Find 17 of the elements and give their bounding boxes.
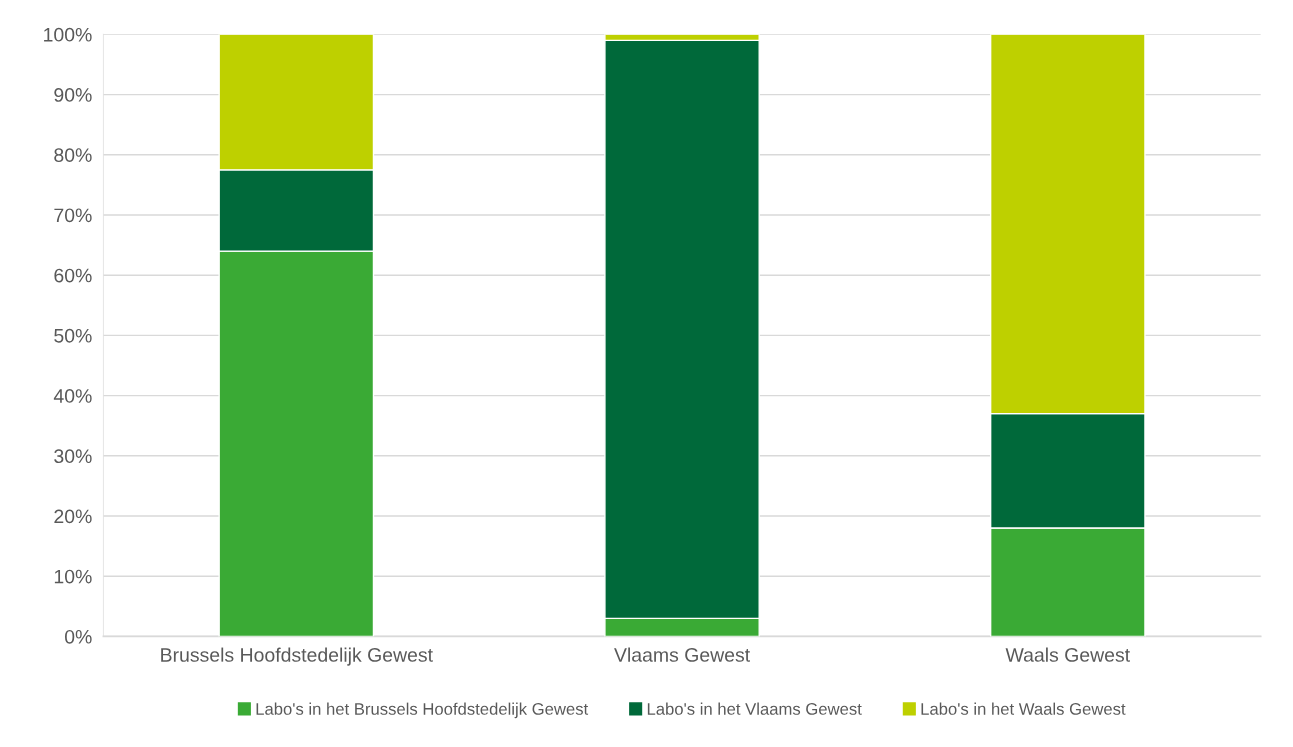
y-tick-label: 40%	[53, 389, 92, 403]
y-tick-label: 10%	[54, 569, 92, 584]
legend-label: Labo's in het Waals Gewest	[921, 702, 1126, 715]
y-tick-label: 70%	[54, 208, 92, 223]
y-tick-label: 80%	[54, 148, 92, 163]
y-tick-label: 30%	[54, 449, 92, 464]
legend-label: Labo's in het Vlaams Gewest	[647, 702, 862, 715]
x-tick-label: Vlaams Gewest	[614, 647, 750, 662]
y-tick-label: 100%	[44, 27, 92, 42]
y-tick-label: 20%	[54, 509, 92, 524]
legend-label: Labo's in het Brussels Hoofdstedelijk Gewest	[256, 702, 589, 719]
y-tick-label: 50%	[54, 328, 92, 343]
x-tick-label: Waals Gewest	[1005, 647, 1130, 662]
y-tick-label: 90%	[54, 88, 92, 102]
y-tick-label: 0%	[64, 629, 92, 644]
x-tick-label: Brussels Hoofdstedelijk Gewest	[161, 647, 433, 666]
y-tick-label: 60%	[54, 268, 92, 283]
